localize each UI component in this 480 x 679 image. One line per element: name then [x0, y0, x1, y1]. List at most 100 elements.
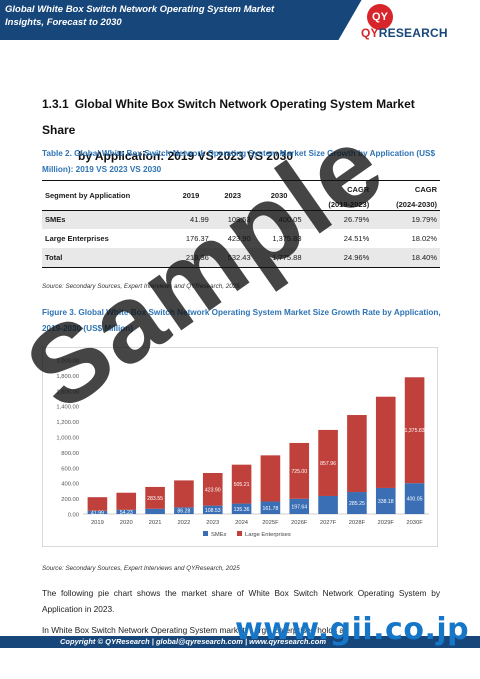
y-tick-label: 400.00 [61, 482, 79, 488]
y-tick-label: 1,400.00 [56, 405, 79, 411]
cell-cagr1: 26.79% [304, 210, 373, 229]
cell-2019: 41.99 [170, 210, 212, 229]
col-header-2023: 2023 [224, 190, 242, 200]
legend-swatch-smes [203, 531, 208, 536]
bar-large-enterprises [116, 492, 137, 510]
col-header-cagr2: CAGR [414, 185, 437, 195]
cell-2019: 176.37 [185, 234, 209, 243]
col-header-cagr1-period: (2019-2023) [328, 199, 370, 209]
y-tick-label: 1,200.00 [56, 420, 79, 426]
header-banner [0, 0, 320, 40]
bar-large-enterprises [318, 429, 338, 496]
data-label-large-enterprises: 505.21 [234, 482, 250, 488]
bar-smes [289, 498, 310, 514]
data-label-smes: 285.25 [349, 501, 365, 507]
x-tick-label: 2023 [206, 520, 219, 526]
qyresearch-logo: QY QYRESEARCH [355, 2, 475, 46]
col-header-cagr1: CAGR [347, 185, 370, 195]
x-tick-label: 2030F [406, 520, 423, 526]
data-label-smes: 108.53 [205, 508, 221, 514]
bar-smes [174, 507, 194, 514]
y-tick-label: 0.00 [68, 513, 79, 519]
bar-smes [347, 492, 367, 514]
data-label-large-enterprises: 283.55 [147, 496, 163, 502]
data-label-large-enterprises: 857.96 [320, 461, 336, 467]
cell-cagr1: 24.96% [304, 248, 373, 267]
x-tick-label: 2025F [262, 520, 279, 526]
col-header-2019: 2019 [182, 190, 200, 200]
x-tick-label: 2024 [235, 520, 249, 526]
data-label-smes: 41.99 [91, 510, 104, 516]
cell-segment: Large Enterprises [45, 234, 109, 243]
bar-smes [318, 495, 338, 514]
table-row: SMEs 41.99 108.53 400.05 26.79% 19.79% [42, 210, 440, 229]
x-tick-label: 2027F [320, 520, 337, 526]
x-tick-label: 2020 [120, 520, 133, 526]
report-title: Global White Box Switch Network Operatin… [5, 4, 275, 28]
y-tick-label: 2,000.00 [56, 359, 79, 365]
logo-text: QYRESEARCH [361, 26, 448, 40]
paragraph-market-share: In White Box Switch Network Operating Sy… [42, 625, 349, 635]
bar-smes [404, 483, 425, 514]
section-title-line1: Global White Box Switch Network Operatin… [42, 97, 415, 137]
data-label-smes: 338.18 [378, 499, 394, 505]
bar-large-enterprises [260, 455, 281, 502]
cell-segment: Total [42, 248, 170, 267]
y-tick-label: 600.00 [61, 466, 79, 472]
data-label-smes: 86.28 [177, 509, 190, 515]
cell-2023: 423.90 [227, 234, 251, 243]
legend-swatch-large-enterprises [237, 531, 242, 536]
bar-large-enterprises [289, 442, 310, 499]
x-tick-label: 2021 [149, 520, 162, 526]
cell-segment: SMEs [42, 210, 170, 229]
legend-label-large-enterprises: Large Enterprises [245, 532, 291, 538]
x-tick-label: 2022 [177, 520, 190, 526]
footer-bar [0, 636, 480, 648]
bar-smes [116, 509, 137, 514]
bar-large-enterprises [174, 480, 194, 508]
bar-large-enterprises [87, 497, 108, 511]
data-label-smes: 54.23 [120, 510, 133, 516]
y-tick-label: 1,000.00 [56, 436, 79, 442]
bar-large-enterprises [202, 473, 223, 506]
y-tick-label: 800.00 [61, 451, 79, 457]
col-header-segment: Segment by Application [45, 190, 131, 200]
bar-smes [375, 487, 396, 514]
cell-cagr2: 19.79% [372, 210, 440, 229]
bar-smes [202, 505, 223, 514]
bar-smes [260, 501, 281, 514]
table-caption: Table 2. Global White Box Switch Network… [42, 149, 436, 174]
stacked-bar-chart: 0.00 200.00 400.00 600.00 800.00 1,000.00 1,20… [56, 359, 429, 538]
market-size-table: Segment by Application 2019 2023 2030 CA… [42, 180, 440, 268]
col-header-cagr2-period: (2024-2030) [396, 199, 437, 209]
footer-copyright: Copyright © QYResearch | global@qyresear… [60, 637, 327, 646]
figure-caption: Figure 3. Global White Box Switch Networ… [42, 308, 441, 333]
chart-container: 0.00 200.00 400.00 600.00 800.00 1,000.00 1,20… [42, 347, 438, 547]
bar-smes [231, 503, 252, 514]
bar-smes [145, 508, 165, 514]
section-title-line2: by Application: 2019 VS 2023 VS 2030 [78, 149, 293, 163]
bar-large-enterprises [404, 377, 425, 484]
x-tick-label: 2026F [291, 520, 308, 526]
data-label-large-enterprises: 423.90 [205, 487, 221, 493]
bar-large-enterprises [347, 415, 367, 493]
legend-label-smes: SMEs [211, 532, 227, 538]
x-tick-label: 2028F [349, 520, 366, 526]
cell-2030: 1,775.88 [253, 248, 305, 267]
bar-smes [87, 510, 108, 514]
x-tick-label: 2029F [378, 520, 395, 526]
table-row-total: Total 218.36 532.43 1,775.88 24.96% 18.4… [42, 248, 440, 267]
data-label-smes: 400.05 [407, 497, 423, 503]
table-source-note: Source: Secondary Sources, Expert Interv… [42, 283, 240, 290]
report-header: Global White Box Switch Network Operatin… [0, 0, 480, 58]
cell-2023: 108.53 [211, 210, 254, 229]
y-tick-label: 1,800.00 [56, 374, 79, 380]
bar-large-enterprises [231, 464, 252, 504]
x-tick-label: 2019 [91, 520, 104, 526]
bar-large-enterprises [145, 486, 165, 509]
data-label-large-enterprises: 725.00 [291, 469, 307, 475]
gii-watermark-url: www.gii.co.jp [235, 612, 470, 647]
y-tick-label: 200.00 [61, 497, 79, 503]
paragraph-pie-intro: The following pie chart shows the market… [42, 588, 440, 614]
cell-2023: 532.43 [211, 248, 254, 267]
